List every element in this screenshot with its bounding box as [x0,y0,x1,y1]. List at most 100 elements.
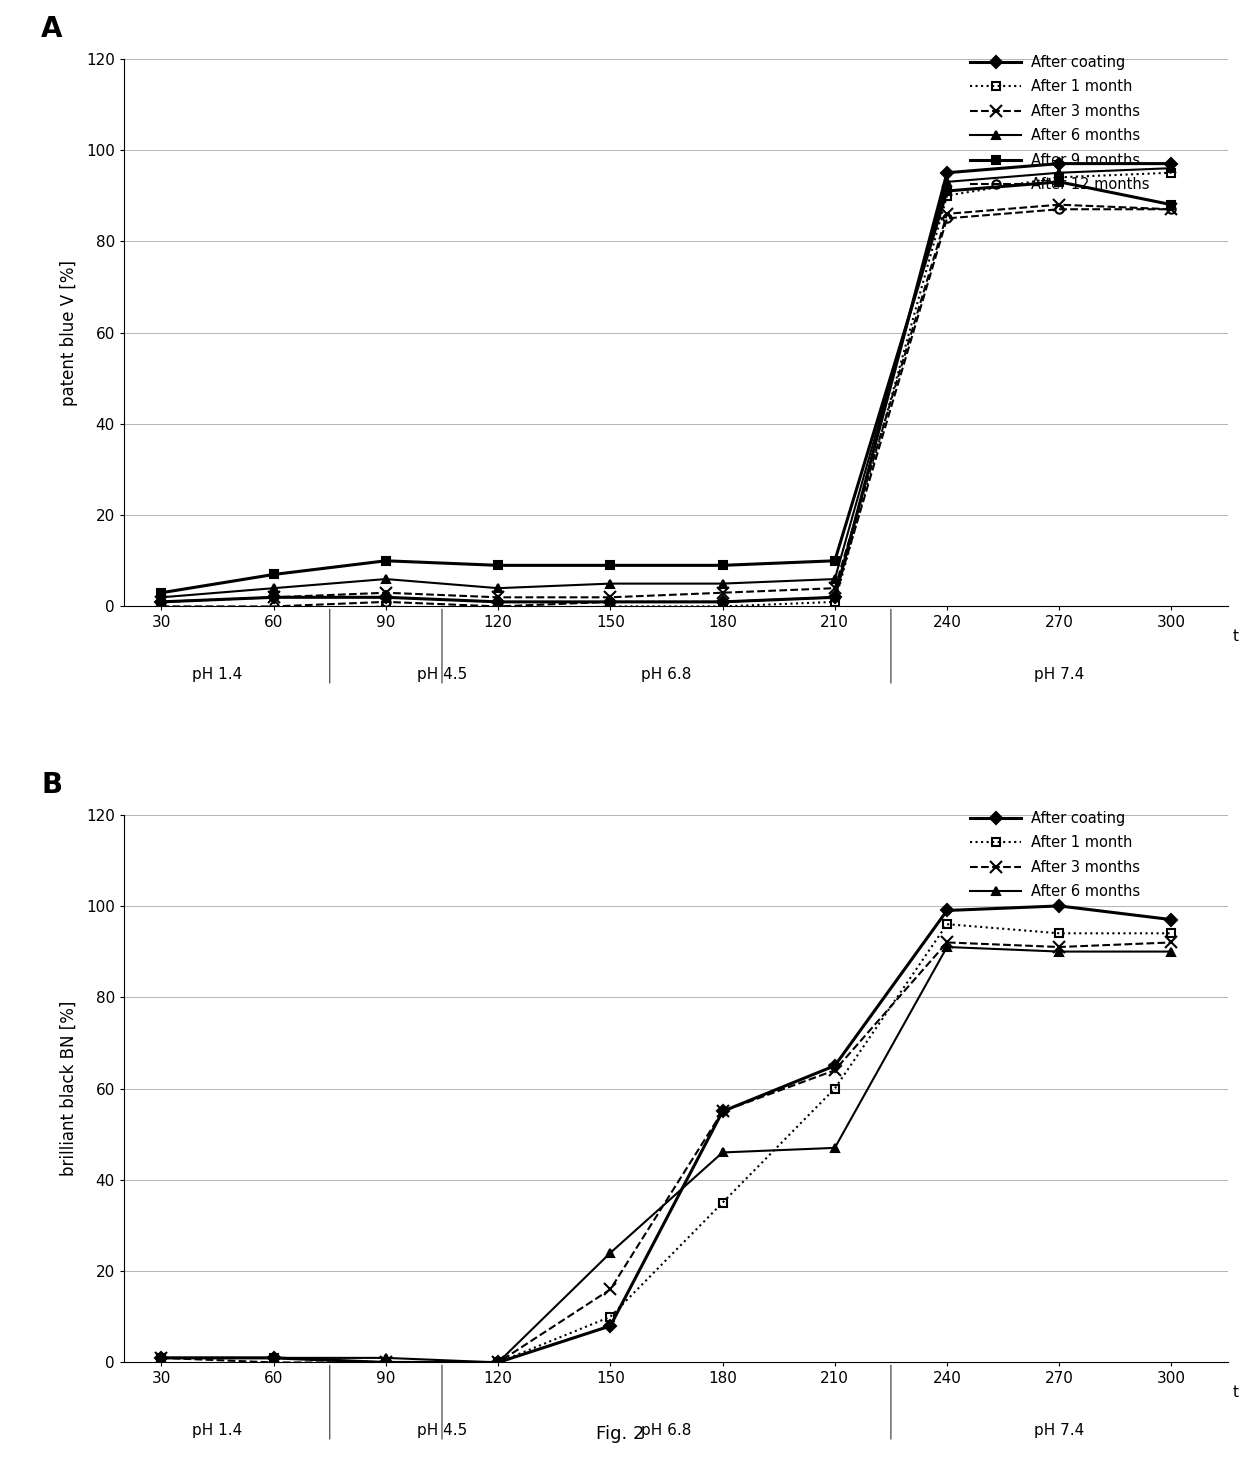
After 12 months [940,209,955,227]
After 3 months [267,1354,281,1371]
After 9 months [378,552,393,570]
After 6 months [715,574,730,592]
After 3 months [1052,196,1066,214]
After 3 months [1164,933,1179,951]
After coating [491,1354,506,1371]
After 3 months [603,1280,618,1298]
After 3 months [491,1354,506,1371]
After coating [603,1317,618,1335]
Text: pH 6.8: pH 6.8 [641,1423,692,1437]
After 6 months [603,574,618,592]
Text: pH 4.5: pH 4.5 [417,667,467,681]
After 9 months [940,182,955,199]
After 1 month [715,598,730,615]
After coating [603,593,618,611]
After coating [715,1103,730,1121]
After 1 month [267,1349,281,1367]
After 6 months [154,1349,169,1367]
After 1 month [1164,164,1179,182]
After 1 month [1052,168,1066,186]
After coating [154,593,169,611]
Text: A: A [41,15,63,42]
Line: After coating: After coating [157,160,1176,607]
After 9 months [603,557,618,574]
After 1 month [827,1080,842,1097]
Y-axis label: patent blue V [%]: patent blue V [%] [60,259,78,406]
Line: After 1 month: After 1 month [157,168,1176,615]
After 9 months [267,565,281,583]
Line: After 1 month: After 1 month [157,920,1176,1367]
After 3 months [715,1103,730,1121]
Text: time [min]: time [min] [1233,1384,1240,1401]
After coating [1164,911,1179,929]
After 3 months [154,1349,169,1367]
After 1 month [827,593,842,611]
After 3 months [267,589,281,607]
After 6 months [827,1140,842,1157]
After 1 month [1052,924,1066,942]
After 3 months [1164,201,1179,218]
After 3 months [827,1062,842,1080]
After 1 month [940,186,955,204]
After coating [827,1056,842,1074]
After 12 months [827,589,842,607]
Text: Fig. 2: Fig. 2 [595,1425,645,1443]
After 3 months [715,585,730,602]
After 12 months [603,593,618,611]
After 3 months [491,589,506,607]
Text: pH 1.4: pH 1.4 [192,667,243,681]
Line: After 9 months: After 9 months [157,177,1176,596]
After 3 months [378,585,393,602]
After 3 months [378,1354,393,1371]
After 12 months [267,598,281,615]
Line: After 3 months: After 3 months [156,199,1177,608]
After 6 months [1052,943,1066,961]
After 3 months [603,589,618,607]
After 12 months [154,598,169,615]
After 3 months [940,205,955,223]
After 12 months [491,598,506,615]
Y-axis label: brilliant black BN [%]: brilliant black BN [%] [60,1001,78,1176]
After 1 month [491,602,506,620]
After coating [940,901,955,919]
After 9 months [715,557,730,574]
After 1 month [940,916,955,933]
After 6 months [827,570,842,587]
After 1 month [603,1308,618,1326]
Text: pH 7.4: pH 7.4 [1034,667,1084,681]
After 6 months [940,173,955,190]
After 6 months [1164,160,1179,177]
After 9 months [491,557,506,574]
Legend: After coating, After 1 month, After 3 months, After 6 months: After coating, After 1 month, After 3 mo… [970,812,1141,900]
After 6 months [267,579,281,596]
After 1 month [154,1349,169,1367]
Text: pH 4.5: pH 4.5 [417,1423,467,1437]
After 12 months [715,593,730,611]
After 1 month [1164,924,1179,942]
After 6 months [378,570,393,587]
After 1 month [267,602,281,620]
After 3 months [940,933,955,951]
Legend: After coating, After 1 month, After 3 months, After 6 months, After 9 months, Af: After coating, After 1 month, After 3 mo… [970,54,1149,192]
After 9 months [154,585,169,602]
After coating [1052,155,1066,173]
Text: pH 1.4: pH 1.4 [192,1423,243,1437]
Line: After 12 months: After 12 months [157,205,1176,611]
After 6 months [154,589,169,607]
After coating [378,1354,393,1371]
After 1 month [491,1354,506,1371]
After 12 months [1052,201,1066,218]
After coating [491,593,506,611]
After 6 months [491,579,506,596]
Line: After 6 months: After 6 months [157,943,1176,1367]
Text: time [min]: time [min] [1233,628,1240,645]
After 6 months [1052,164,1066,182]
After 1 month [603,598,618,615]
After 6 months [1164,943,1179,961]
After 6 months [378,1349,393,1367]
After 1 month [715,1194,730,1212]
After 12 months [1164,201,1179,218]
After coating [827,589,842,607]
After 12 months [378,593,393,611]
After 9 months [827,552,842,570]
